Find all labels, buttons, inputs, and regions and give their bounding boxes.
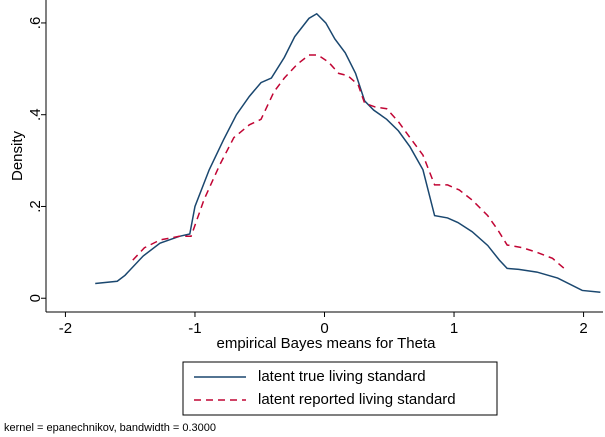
legend-label: latent reported living standard bbox=[258, 391, 456, 408]
line-series bbox=[95, 12, 601, 294]
y-tick-label: .4 bbox=[27, 108, 44, 121]
x-tick-label: 2 bbox=[579, 320, 587, 337]
y-tick-label: .6 bbox=[27, 17, 44, 30]
x-tick-label: 1 bbox=[450, 320, 458, 337]
legend-box bbox=[182, 361, 498, 416]
y-tick-label: .2 bbox=[27, 200, 44, 213]
x-tick-label: 0 bbox=[320, 320, 328, 337]
legend-label: latent true living standard bbox=[258, 368, 426, 385]
x-axis-title: empirical Bayes means for Theta bbox=[217, 335, 437, 352]
y-tick-label: 0 bbox=[27, 294, 44, 302]
line-series bbox=[132, 54, 565, 269]
x-tick-label: -1 bbox=[188, 320, 201, 337]
y-axis-title: Density bbox=[9, 130, 26, 181]
x-tick-label: -2 bbox=[59, 320, 72, 337]
note: kernel = epanechnikov, bandwidth = 0.300… bbox=[4, 422, 216, 434]
